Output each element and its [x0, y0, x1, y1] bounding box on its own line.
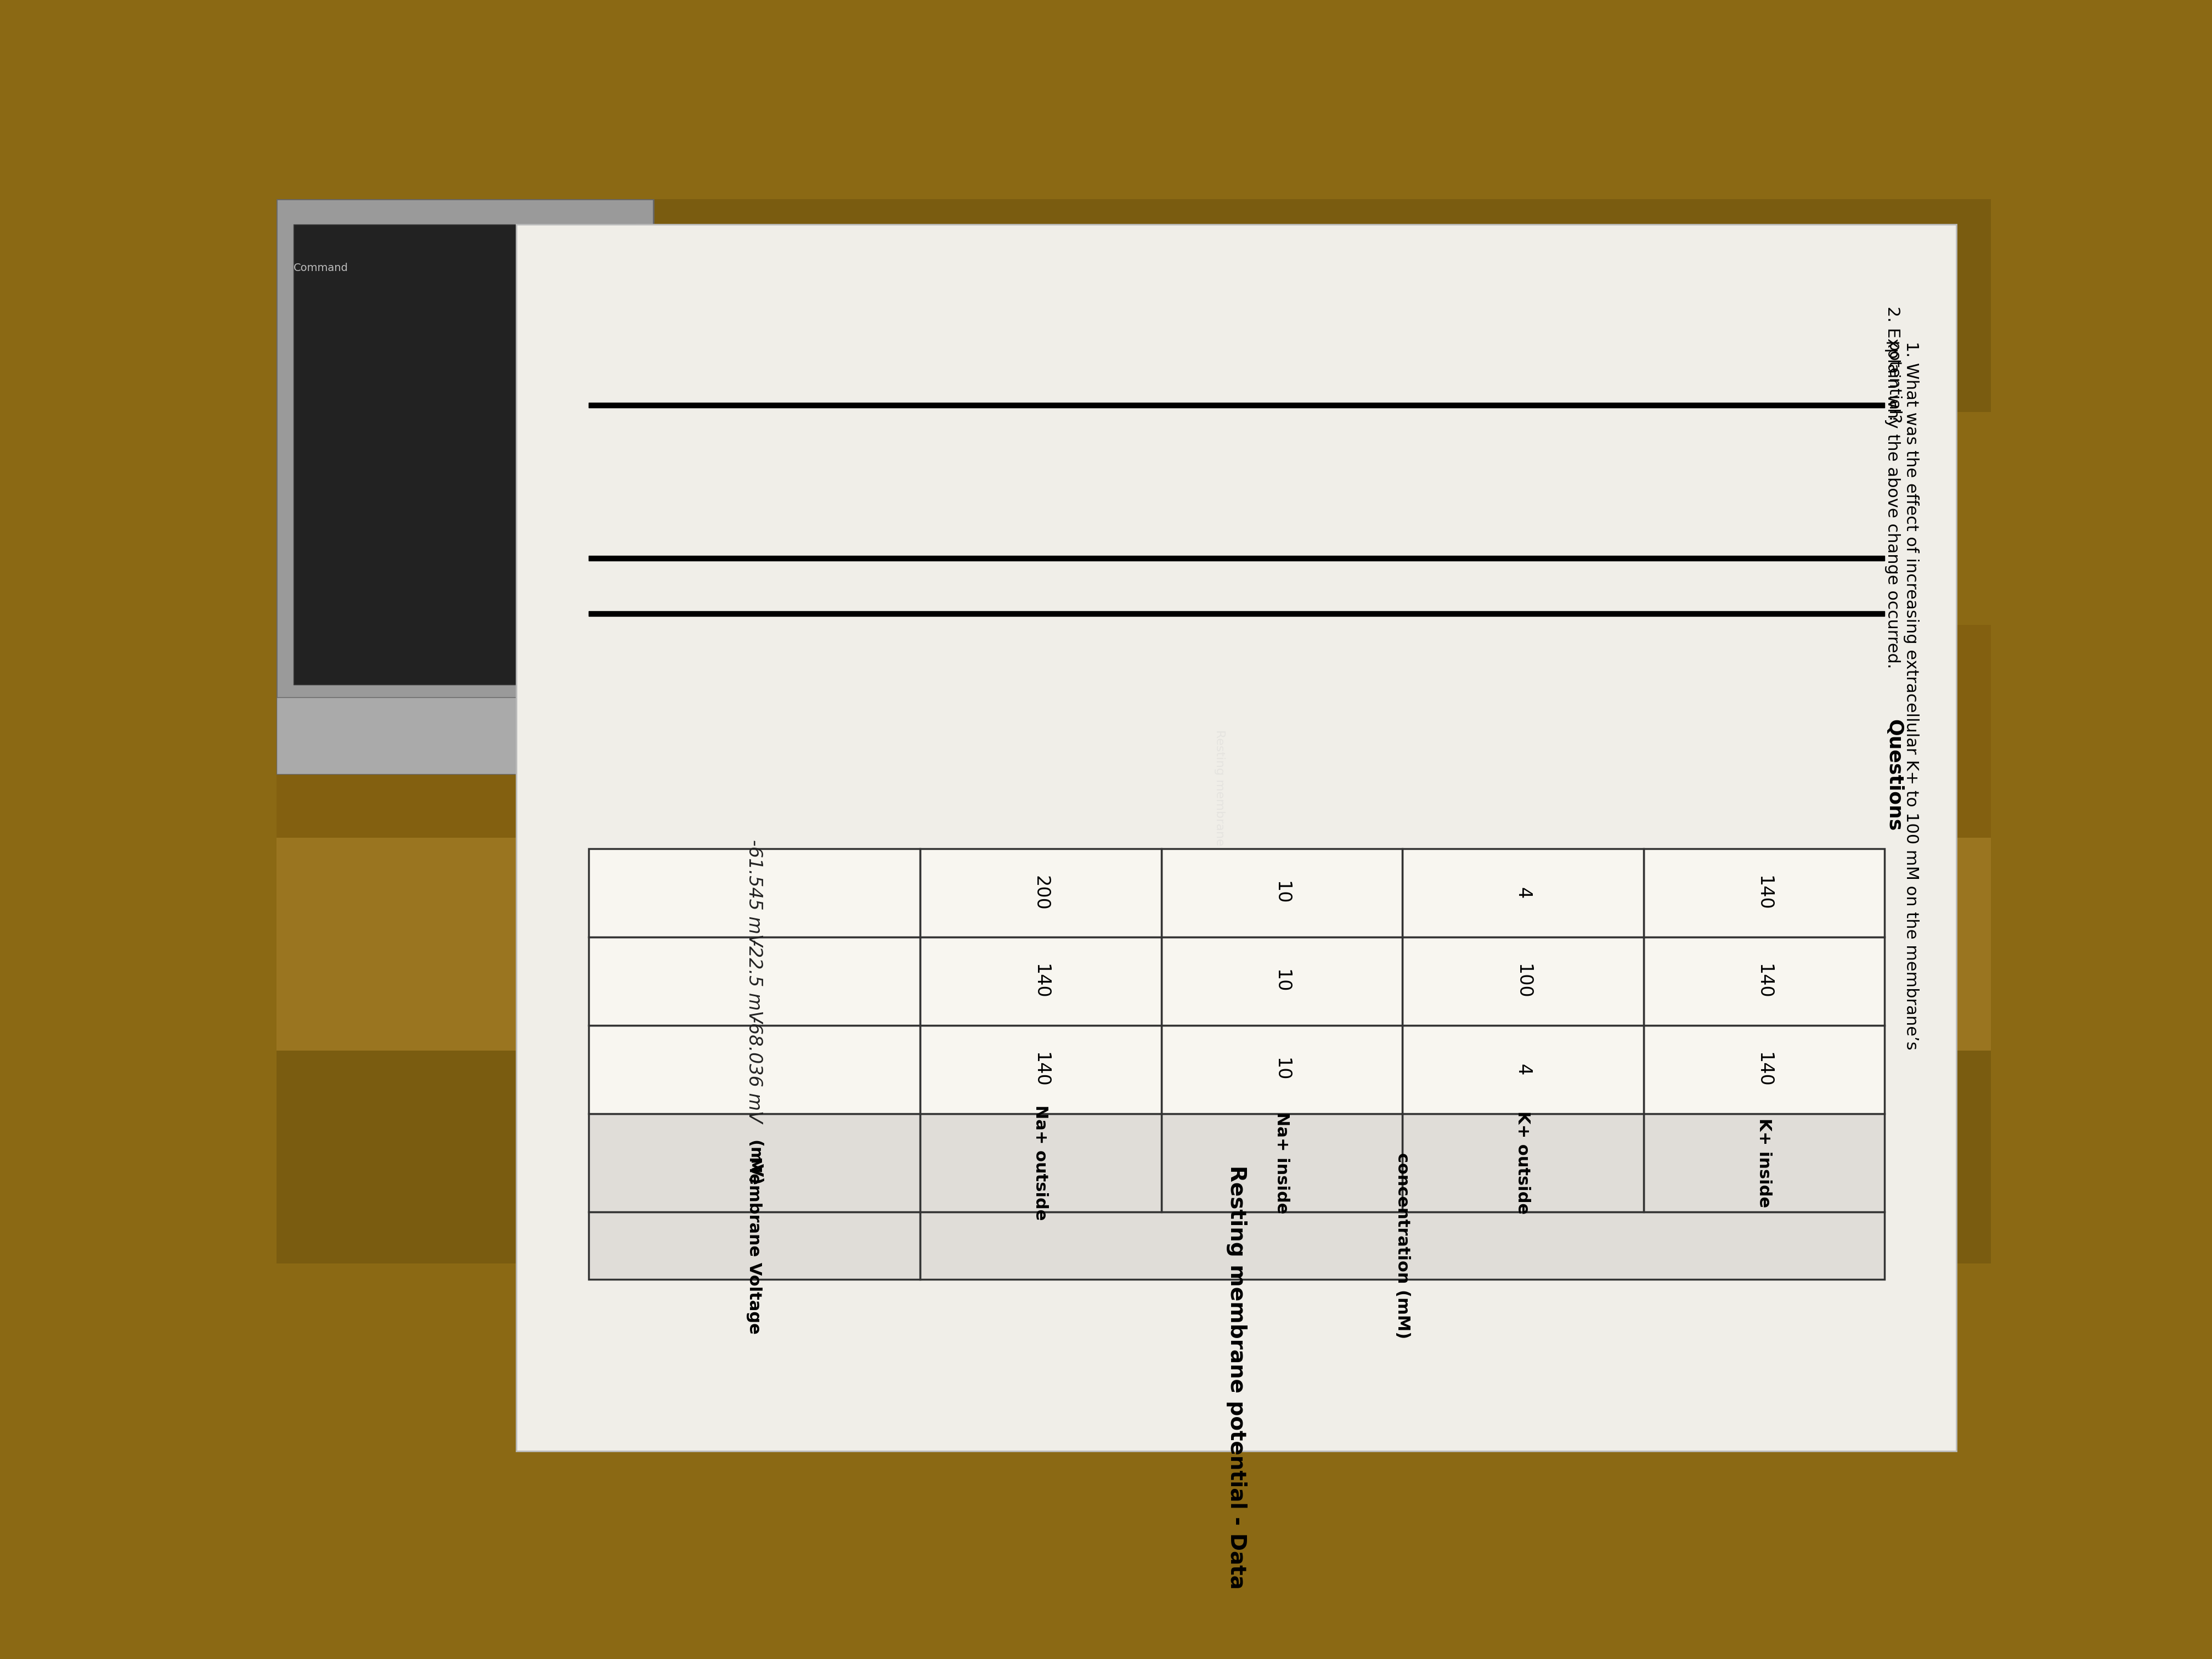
Polygon shape	[1161, 1113, 1402, 1211]
Polygon shape	[588, 1211, 920, 1279]
Text: (mV): (mV)	[745, 1140, 763, 1186]
Bar	[294, 224, 637, 685]
Polygon shape	[1402, 1025, 1644, 1113]
Text: -68.036 mV: -68.036 mV	[745, 1015, 763, 1123]
Text: 10: 10	[1272, 881, 1292, 904]
Text: Na+ inside: Na+ inside	[1274, 1112, 1290, 1214]
Text: 1. What was the effect of increasing extracellular K+ to 100 mM on the membrane’: 1. What was the effect of increasing ext…	[1885, 342, 1918, 1050]
Text: Na+ outside: Na+ outside	[1033, 1105, 1048, 1221]
Text: -22.5 mV: -22.5 mV	[745, 939, 763, 1024]
Polygon shape	[1644, 849, 1885, 937]
Text: Membrane Voltage: Membrane Voltage	[745, 1156, 763, 1334]
Polygon shape	[920, 849, 1161, 937]
Bar	[276, 199, 1991, 411]
Polygon shape	[588, 849, 920, 937]
Bar	[518, 224, 1955, 1452]
Text: 140: 140	[1031, 1052, 1051, 1087]
Bar	[276, 697, 655, 773]
Bar	[276, 411, 1991, 625]
Polygon shape	[1161, 849, 1402, 937]
Polygon shape	[1402, 937, 1644, 1025]
Bar	[276, 625, 1991, 838]
Polygon shape	[920, 937, 1161, 1025]
Polygon shape	[1644, 937, 1885, 1025]
Bar	[276, 838, 1991, 1050]
Polygon shape	[588, 611, 1885, 615]
Text: 200: 200	[1031, 876, 1051, 911]
Polygon shape	[920, 1025, 1161, 1113]
Text: -61.545 mV: -61.545 mV	[745, 839, 763, 946]
Bar	[276, 1264, 1991, 1477]
Bar	[276, 199, 655, 710]
Text: Questions: Questions	[1885, 720, 1902, 831]
Text: Resting membrane potential - Data: Resting membrane potential - Data	[1225, 1165, 1248, 1589]
Text: 10: 10	[1272, 1058, 1292, 1082]
Polygon shape	[1402, 1113, 1644, 1211]
Text: Resting membrane potential - Data: Resting membrane potential - Data	[1214, 730, 1225, 946]
Bar	[276, 1050, 1991, 1264]
Polygon shape	[1644, 1025, 1885, 1113]
Text: 140: 140	[1754, 964, 1774, 999]
Polygon shape	[588, 403, 1885, 408]
Polygon shape	[1644, 1113, 1885, 1211]
Polygon shape	[588, 937, 920, 1025]
Text: 2. Explain why the above change occurred.: 2. Explain why the above change occurred…	[1885, 305, 1900, 669]
Polygon shape	[588, 556, 1885, 561]
Text: 140: 140	[1754, 876, 1774, 911]
Polygon shape	[920, 1113, 1161, 1211]
Polygon shape	[588, 1113, 920, 1211]
Polygon shape	[920, 1211, 1885, 1279]
Text: concentration (mM): concentration (mM)	[1394, 1153, 1411, 1339]
Text: 4: 4	[1513, 1063, 1533, 1075]
Polygon shape	[1402, 849, 1644, 937]
Text: 140: 140	[1754, 1052, 1774, 1087]
Text: 4: 4	[1513, 888, 1533, 899]
Polygon shape	[1161, 1025, 1402, 1113]
Text: K+ outside: K+ outside	[1515, 1112, 1531, 1214]
Text: 140: 140	[1031, 964, 1051, 999]
Polygon shape	[1161, 937, 1402, 1025]
Text: 100: 100	[1513, 964, 1533, 999]
Text: Command: Command	[294, 264, 349, 274]
Polygon shape	[588, 1025, 920, 1113]
Text: 10: 10	[1272, 969, 1292, 994]
Text: K+ inside: K+ inside	[1756, 1118, 1772, 1208]
